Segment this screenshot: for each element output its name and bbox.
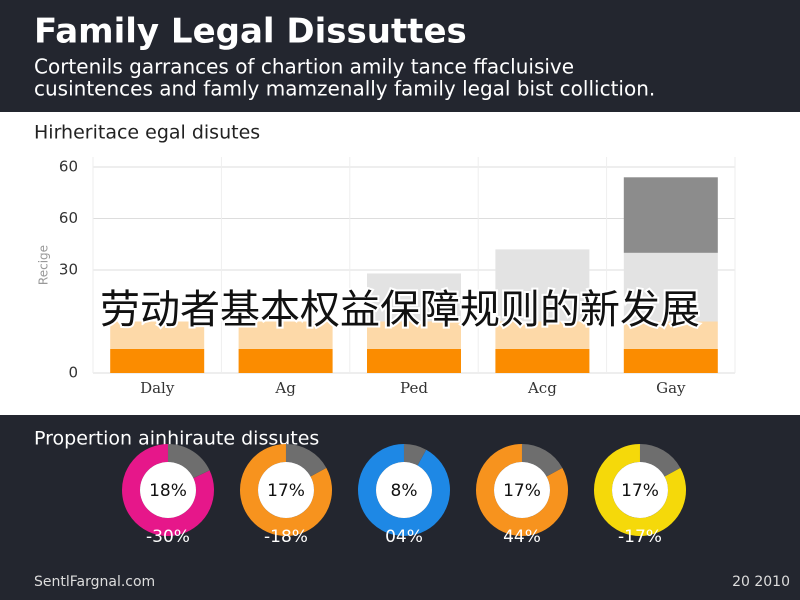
- x-tick-label: Gay: [656, 379, 686, 397]
- donut-label: 17%: [267, 481, 305, 501]
- x-tick-label: Ag: [274, 379, 296, 397]
- donut-remainder: [358, 444, 450, 536]
- x-tick-label: Ped: [400, 379, 428, 397]
- bar-segment: [623, 177, 718, 253]
- bar-segment: [495, 348, 590, 373]
- bar-segment: [367, 348, 461, 373]
- y-tick-label: 60: [59, 209, 78, 227]
- bar-segment: [623, 321, 718, 349]
- donut-label: 17%: [621, 481, 659, 501]
- bar-segment: [238, 321, 333, 349]
- overlay-text: 劳动者基本权益保障规则的新发展: [100, 287, 700, 333]
- change-label: -18%: [264, 527, 308, 547]
- donut-segment: [167, 444, 210, 479]
- chart-title: Propertion ainhiraute dissutes: [34, 428, 319, 450]
- donut-hole: [612, 462, 668, 518]
- donut-hole: [494, 462, 550, 518]
- x-tick-label: Acg: [527, 379, 557, 397]
- title: Family Legal Dissuttes: [34, 12, 467, 52]
- donut-remainder: [594, 444, 686, 536]
- y-tick-label: 60: [59, 158, 78, 176]
- bar-segment: [623, 348, 718, 373]
- donut-remainder: [476, 444, 568, 536]
- x-tick-label: Daly: [140, 379, 175, 397]
- donut-remainder: [122, 444, 214, 536]
- footer-source: SentlFargnal.com: [34, 574, 155, 590]
- footer-year: 20 2010: [732, 574, 790, 590]
- chart-title: Hirheritace egal disutes: [34, 122, 260, 144]
- change-label: 04%: [385, 527, 423, 547]
- bar-segment: [367, 273, 461, 322]
- donut-remainder: [240, 444, 332, 536]
- subtitle: Cortenils garrances of chartion amily ta…: [34, 55, 574, 79]
- donut-hole: [140, 462, 196, 518]
- bar-segment: [495, 249, 590, 322]
- donut-segment: [285, 444, 327, 477]
- y-axis-label: Recige: [37, 245, 51, 285]
- header-bg: [0, 0, 800, 112]
- donut-hole: [258, 462, 314, 518]
- bar-segment: [367, 321, 461, 349]
- bar-segment: [110, 321, 205, 349]
- donut-hole: [376, 462, 432, 518]
- donut-segment: [521, 444, 563, 477]
- donut-label: 17%: [503, 481, 541, 501]
- donut-segment: [639, 444, 681, 477]
- subtitle: cusintences and famly mamzenally family …: [34, 77, 655, 101]
- bar-segment: [623, 252, 718, 322]
- y-tick-label: 30: [59, 261, 78, 279]
- donut-label: 8%: [391, 481, 418, 501]
- change-label: -17%: [618, 527, 662, 547]
- bar-segment: [495, 321, 590, 349]
- bar-segment: [110, 348, 205, 373]
- donut-segment: [403, 444, 427, 466]
- bar-segment: [238, 348, 333, 373]
- change-label: -30%: [146, 527, 190, 547]
- change-label: 44%: [503, 527, 541, 547]
- donut-label: 18%: [149, 481, 187, 501]
- y-tick-label: 0: [68, 364, 78, 382]
